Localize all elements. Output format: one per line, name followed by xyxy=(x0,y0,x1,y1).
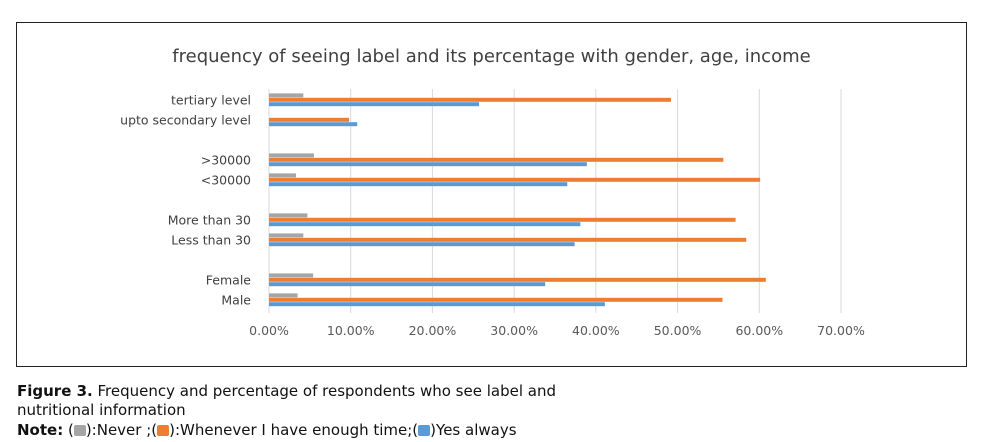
chart-frame: frequency of seeing label and its percen… xyxy=(16,22,967,367)
category-label: Female xyxy=(206,273,252,288)
bar-whenever-i-have-enough-time xyxy=(269,157,724,162)
yes-swatch xyxy=(418,425,431,436)
note-yes: )Yes always xyxy=(430,421,517,439)
x-tick-label: 30.00% xyxy=(490,323,538,338)
legend-note: Note: ():Never ;():Whenever I have enoug… xyxy=(17,421,517,439)
x-tick-label: 0.00% xyxy=(249,323,289,338)
never-swatch xyxy=(73,425,86,436)
bar-yes-always xyxy=(269,122,358,127)
category-label: <30000 xyxy=(201,173,251,188)
bar-never xyxy=(269,293,298,298)
bar-whenever-i-have-enough-time xyxy=(269,277,766,282)
bar-yes-always xyxy=(269,302,605,307)
bar-whenever-i-have-enough-time xyxy=(269,297,723,302)
note-never: ):Never ;( xyxy=(85,421,158,439)
x-tick-label: 10.00% xyxy=(327,323,375,338)
bar-whenever-i-have-enough-time xyxy=(269,217,736,222)
bar-yes-always xyxy=(269,162,587,167)
category-label: >30000 xyxy=(201,153,251,168)
category-label: upto secondary level xyxy=(120,113,251,128)
bar-never xyxy=(269,213,308,218)
x-tick-label: 50.00% xyxy=(654,323,702,338)
x-tick-label: 40.00% xyxy=(572,323,620,338)
whenever-swatch xyxy=(157,425,170,436)
bar-yes-always xyxy=(269,182,568,187)
bar-whenever-i-have-enough-time xyxy=(269,97,672,102)
bar-never xyxy=(269,273,314,278)
note-whenever: ):Whenever I have enough time;( xyxy=(169,421,419,439)
chart-title: frequency of seeing label and its percen… xyxy=(172,46,811,67)
bar-whenever-i-have-enough-time xyxy=(269,237,747,242)
category-label: Less than 30 xyxy=(171,233,251,248)
figure-caption: Figure 3. Frequency and percentage of re… xyxy=(17,382,637,420)
bar-yes-always xyxy=(269,282,546,287)
bar-yes-always xyxy=(269,242,575,247)
bar-never xyxy=(269,173,296,178)
figure-label: Figure 3. xyxy=(17,382,93,400)
bar-yes-always xyxy=(269,222,581,227)
bar-whenever-i-have-enough-time xyxy=(269,117,350,122)
bar-whenever-i-have-enough-time xyxy=(269,177,761,182)
note-label: Note: xyxy=(17,421,64,439)
category-label: More than 30 xyxy=(168,213,251,228)
figure-text: Frequency and percentage of respondents … xyxy=(17,382,556,419)
x-tick-label: 20.00% xyxy=(409,323,457,338)
bar-yes-always xyxy=(269,102,480,107)
bar-never xyxy=(269,153,314,158)
bar-never xyxy=(269,93,304,98)
bar-chart: tertiary level upto secondary level >30000… xyxy=(120,89,865,338)
bar-never xyxy=(269,233,304,238)
category-label: Male xyxy=(221,293,251,308)
x-tick-label: 70.00% xyxy=(817,323,865,338)
category-label: tertiary level xyxy=(171,93,251,108)
x-tick-label: 60.00% xyxy=(735,323,783,338)
